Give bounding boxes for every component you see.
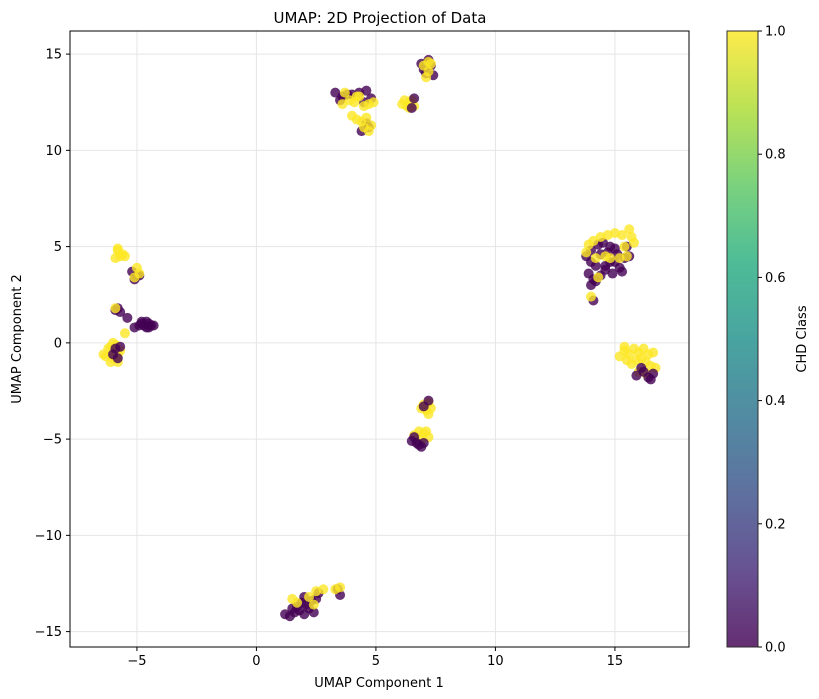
scatter-point xyxy=(590,253,601,264)
scatter-point xyxy=(339,87,350,98)
scatter-point xyxy=(423,56,434,67)
scatter-point xyxy=(617,266,628,277)
scatter-points xyxy=(98,54,661,622)
scatter-point xyxy=(98,349,109,360)
scatter-point xyxy=(292,597,303,608)
scatter-point xyxy=(648,347,659,358)
scatter-point xyxy=(358,122,369,133)
scatter-point xyxy=(148,320,159,331)
scatter-point xyxy=(119,328,130,339)
scatter-point xyxy=(605,241,616,252)
scatter-point xyxy=(368,97,379,108)
y-axis-ticks: −15 −10 −5 0 5 10 15 xyxy=(35,48,70,640)
scatter-point xyxy=(629,237,640,248)
colorbar xyxy=(726,30,759,648)
scatter-point xyxy=(361,112,372,123)
colorbar-tick-label: 0.8 xyxy=(765,148,786,163)
scatter-point xyxy=(112,243,123,254)
grid-lines xyxy=(70,31,689,647)
y-tick-label: 10 xyxy=(45,144,62,159)
y-tick-label: −15 xyxy=(35,625,62,640)
scatter-point xyxy=(303,591,314,602)
scatter-point xyxy=(605,253,616,264)
scatter-point xyxy=(413,439,424,450)
scatter-point xyxy=(134,268,145,279)
scatter-point xyxy=(607,268,618,279)
scatter-point xyxy=(423,409,434,420)
scatter-point xyxy=(318,584,329,595)
scatter-point xyxy=(335,582,346,593)
x-tick-label: −5 xyxy=(127,654,146,669)
scatter-point xyxy=(112,353,123,364)
scatter-point xyxy=(119,251,130,262)
colorbar-tick-label: 0.6 xyxy=(765,271,786,286)
colorbar-tick-label: 0.4 xyxy=(765,394,786,409)
scatter-point xyxy=(586,291,597,302)
scatter-point xyxy=(586,280,597,291)
colorbar-ticks: 0.0 0.2 0.4 0.6 0.8 1.0 xyxy=(758,25,786,656)
scatter-point xyxy=(110,303,121,314)
scatter-point xyxy=(421,426,432,437)
x-tick-label: 15 xyxy=(607,654,624,669)
scatter-point xyxy=(115,341,126,352)
scatter-point xyxy=(624,224,635,235)
y-tick-label: −5 xyxy=(43,433,62,448)
y-tick-label: 15 xyxy=(45,48,62,63)
x-axis-label: UMAP Component 1 xyxy=(314,676,443,691)
scatter-point xyxy=(351,91,362,102)
scatter-point xyxy=(617,230,628,241)
y-axis-label: UMAP Component 2 xyxy=(10,274,25,403)
scatter-point xyxy=(619,341,630,352)
scatter-point xyxy=(409,93,420,104)
scatter-point xyxy=(581,247,592,258)
scatter-point xyxy=(621,251,632,262)
colorbar-tick-label: 1.0 xyxy=(765,25,786,40)
y-tick-label: 5 xyxy=(54,240,62,255)
scatter-point xyxy=(406,103,417,113)
colorbar-tick-label: 0.0 xyxy=(765,641,786,656)
scatter-point xyxy=(308,599,319,610)
scatter-point xyxy=(308,607,319,618)
x-tick-label: 5 xyxy=(372,654,380,669)
scatter-point xyxy=(636,362,647,373)
scatter-point xyxy=(619,241,630,252)
scatter-point xyxy=(399,95,410,106)
plot-frame xyxy=(69,30,690,648)
scatter-point xyxy=(593,272,604,283)
scatter-point xyxy=(421,72,432,83)
y-tick-label: −10 xyxy=(35,529,62,544)
colorbar-tick-label: 0.2 xyxy=(765,517,786,532)
scatter-point xyxy=(600,260,611,271)
x-tick-label: 10 xyxy=(487,654,504,669)
chart-title: UMAP: 2D Projection of Data xyxy=(274,9,487,27)
scatter-point xyxy=(361,85,372,96)
scatter-point xyxy=(409,432,420,443)
scatter-point xyxy=(645,374,656,385)
y-tick-label: 0 xyxy=(54,336,62,351)
colorbar-label: CHD Class xyxy=(795,305,810,372)
scatter-point xyxy=(122,312,133,323)
scatter-point xyxy=(423,395,434,406)
x-tick-label: 0 xyxy=(252,654,260,669)
x-axis-ticks: −5 0 5 10 15 xyxy=(127,647,623,669)
